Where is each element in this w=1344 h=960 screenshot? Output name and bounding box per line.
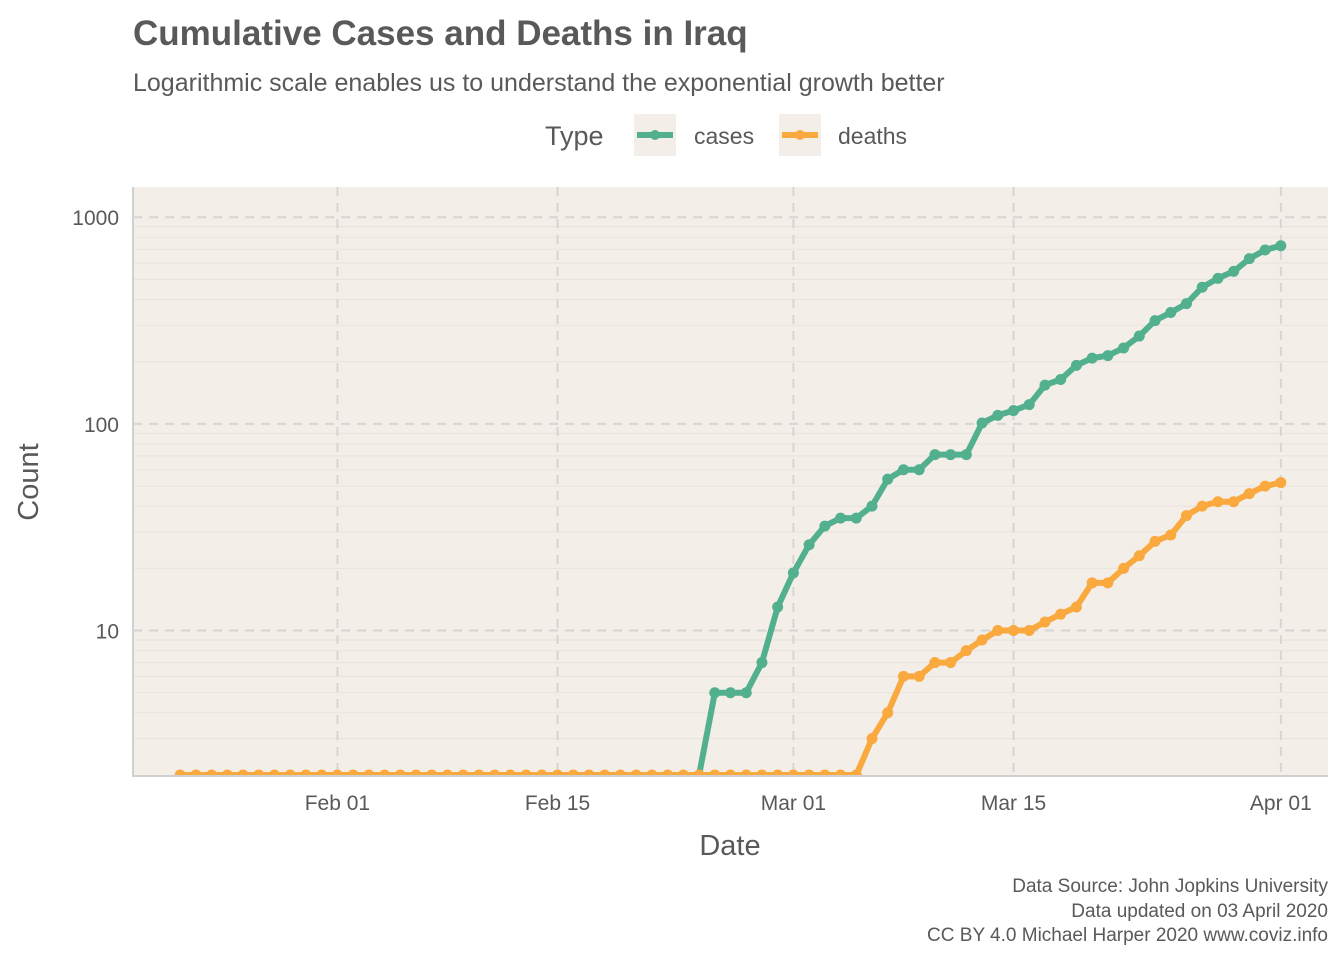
data-point-deaths xyxy=(1275,477,1287,489)
data-point-cases xyxy=(976,417,988,429)
data-point-cases xyxy=(1243,253,1255,265)
data-point-deaths xyxy=(1165,529,1177,541)
series-cases xyxy=(696,240,1287,776)
data-point-cases xyxy=(709,687,721,699)
chart-title: Cumulative Cases and Deaths in Iraq xyxy=(133,14,748,53)
data-point-cases xyxy=(756,657,768,669)
data-point-cases xyxy=(1228,265,1240,277)
plot-panel xyxy=(133,187,1328,775)
data-point-cases xyxy=(1039,379,1051,391)
data-point-cases xyxy=(913,464,925,476)
x-axis-ticks: Feb 01 Feb 15 Mar 01 Mar 15 Apr 01 xyxy=(305,792,1312,815)
x-tick-label: Mar 15 xyxy=(981,792,1046,815)
data-point-cases xyxy=(1008,405,1020,417)
data-point-cases xyxy=(772,601,784,613)
data-point-cases xyxy=(897,464,909,476)
data-point-deaths xyxy=(1133,550,1145,562)
legend-title: Type xyxy=(545,121,604,151)
data-point-cases xyxy=(929,449,941,461)
y-axis-title: Count xyxy=(13,443,45,520)
data-point-cases xyxy=(1212,272,1224,284)
data-point-deaths xyxy=(1196,500,1208,512)
data-point-deaths xyxy=(866,733,878,745)
data-point-deaths xyxy=(882,707,894,719)
data-point-deaths xyxy=(960,645,972,657)
data-point-deaths xyxy=(897,670,909,682)
x-tick-label: Apr 01 xyxy=(1250,792,1312,815)
data-point-deaths xyxy=(1102,577,1114,589)
data-point-cases xyxy=(835,512,847,524)
data-point-cases xyxy=(1259,244,1271,256)
data-point-deaths xyxy=(1086,577,1098,589)
data-point-deaths xyxy=(976,634,988,646)
data-point-cases xyxy=(992,409,1004,421)
data-point-deaths xyxy=(1259,480,1271,492)
x-tick-label: Mar 01 xyxy=(761,792,826,815)
data-point-deaths xyxy=(1118,562,1130,574)
data-point-deaths xyxy=(945,657,957,669)
data-point-cases xyxy=(819,520,831,532)
chart-subtitle: Logarithmic scale enables us to understa… xyxy=(133,69,945,97)
data-point-cases xyxy=(882,473,894,485)
data-point-deaths xyxy=(1039,616,1051,628)
data-point-cases xyxy=(1102,350,1114,362)
data-point-deaths xyxy=(913,670,925,682)
legend-label-deaths: deaths xyxy=(838,123,907,149)
y-tick-label: 100 xyxy=(84,414,119,437)
data-point-cases xyxy=(866,500,878,512)
data-point-cases xyxy=(1070,359,1082,371)
x-tick-label: Feb 15 xyxy=(525,792,590,815)
caption-source: Data Source: John Jopkins University xyxy=(1012,876,1328,897)
data-point-cases xyxy=(1023,399,1035,411)
y-tick-label: 1000 xyxy=(72,207,119,230)
data-point-deaths xyxy=(929,657,941,669)
data-point-deaths xyxy=(1228,496,1240,508)
data-point-deaths xyxy=(1243,488,1255,500)
data-point-cases xyxy=(803,539,815,551)
y-axis-ticks: 10 100 1000 xyxy=(72,207,119,643)
data-point-deaths xyxy=(1008,625,1020,637)
data-point-cases xyxy=(1275,240,1287,252)
caption-updated: Data updated on 03 April 2020 xyxy=(1071,901,1328,922)
data-point-deaths xyxy=(1055,608,1067,620)
data-point-cases xyxy=(787,567,799,579)
data-point-cases xyxy=(945,449,957,461)
data-point-cases xyxy=(740,687,752,699)
data-point-cases xyxy=(1118,342,1130,354)
data-point-deaths xyxy=(1070,601,1082,613)
data-point-cases xyxy=(960,449,972,461)
data-point-cases xyxy=(1180,298,1192,310)
data-point-deaths xyxy=(1212,496,1224,508)
data-point-cases xyxy=(1149,315,1161,327)
data-point-deaths xyxy=(1023,625,1035,637)
x-tick-label: Feb 01 xyxy=(305,792,370,815)
x-axis-title: Date xyxy=(699,830,760,862)
legend-label-cases: cases xyxy=(694,123,754,149)
legend: Type cases deaths xyxy=(545,114,907,156)
data-point-cases xyxy=(1196,281,1208,293)
minor-grid xyxy=(133,226,1328,740)
data-point-deaths xyxy=(1180,510,1192,522)
data-point-cases xyxy=(1055,373,1067,385)
data-point-cases xyxy=(1086,352,1098,364)
data-point-cases xyxy=(725,687,736,699)
data-point-deaths xyxy=(992,625,1004,637)
data-point-cases xyxy=(850,512,862,524)
caption-license: CC BY 4.0 Michael Harper 2020 www.coviz.… xyxy=(927,925,1328,946)
data-point-deaths xyxy=(1149,535,1161,547)
y-tick-label: 10 xyxy=(96,621,119,644)
legend-point-cases xyxy=(650,130,660,140)
data-point-cases xyxy=(1133,330,1145,342)
data-point-cases xyxy=(1165,306,1177,318)
legend-point-deaths xyxy=(795,130,805,140)
caption: Data Source: John Jopkins University Dat… xyxy=(927,876,1328,946)
